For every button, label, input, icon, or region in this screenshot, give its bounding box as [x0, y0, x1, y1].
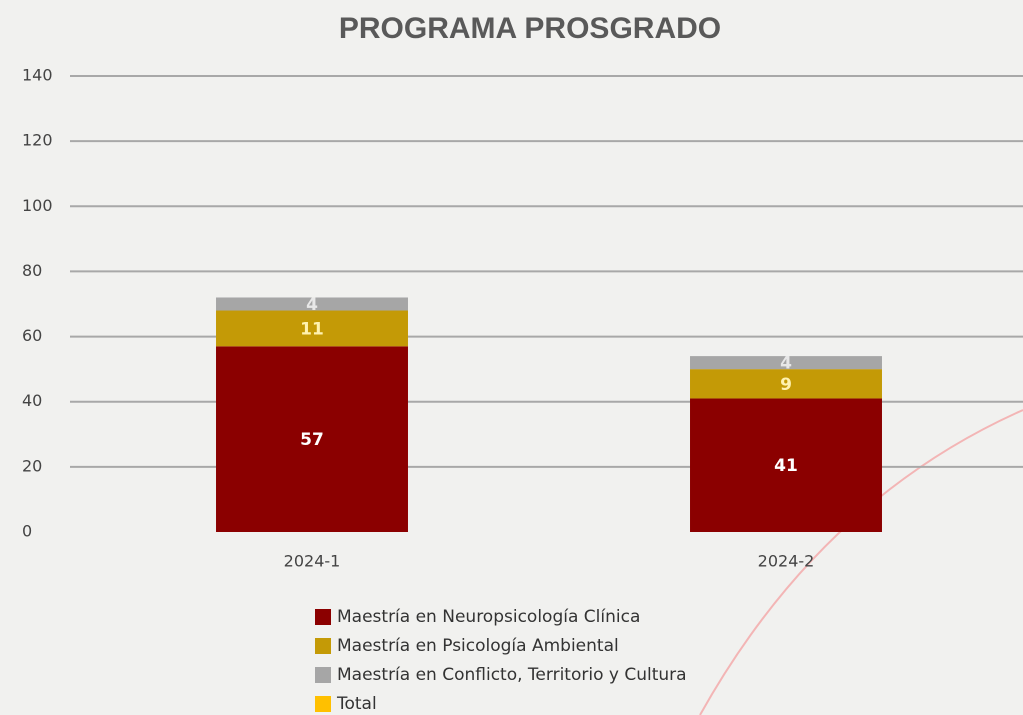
legend-swatch	[315, 696, 331, 712]
data-label: 4	[780, 354, 792, 374]
legend-label: Maestría en Psicología Ambiental	[337, 636, 619, 656]
y-tick-label: 60	[22, 326, 42, 345]
legend-swatch	[315, 667, 331, 683]
data-label: 57	[300, 430, 324, 450]
y-tick-label: 40	[22, 391, 42, 410]
y-tick-label: 0	[22, 522, 32, 541]
legend-swatch	[315, 638, 331, 654]
chart-title: PROGRAMA PROSGRADO	[339, 12, 721, 45]
bar-segment	[690, 398, 882, 532]
data-label: 11	[300, 319, 324, 339]
bar-segment	[216, 297, 408, 311]
data-label: 4	[306, 295, 318, 315]
data-label: 41	[774, 456, 798, 476]
y-tick-label: 140	[22, 66, 53, 85]
legend-swatch	[315, 609, 331, 625]
bar-segment	[690, 369, 882, 399]
y-tick-label: 120	[22, 131, 53, 150]
legend-label: Maestría en Neuropsicología Clínica	[337, 607, 640, 627]
x-tick-label: 2024-2	[758, 552, 815, 571]
bar-segment	[216, 346, 408, 532]
legend-label: Maestría en Conflicto, Territorio y Cult…	[337, 665, 687, 685]
legend-label: Total	[336, 694, 377, 714]
y-tick-label: 100	[22, 196, 53, 215]
y-tick-label: 20	[22, 456, 42, 475]
x-tick-label: 2024-1	[284, 552, 341, 571]
data-label: 9	[780, 375, 792, 395]
bar-segment	[216, 310, 408, 347]
bar-segment	[690, 356, 882, 370]
y-tick-label: 80	[22, 261, 42, 280]
